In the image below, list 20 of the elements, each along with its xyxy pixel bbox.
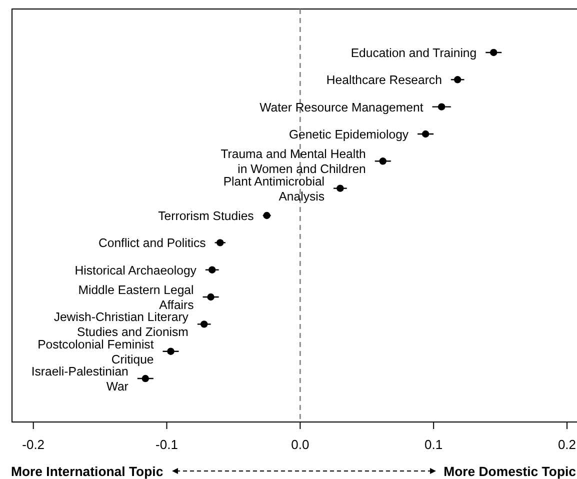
y-tick-label: Genetic Epidemiology bbox=[288, 127, 410, 142]
x-tick-label: 0.0 bbox=[291, 437, 310, 452]
y-tick-label: Israeli-Palestinian War bbox=[31, 364, 129, 394]
y-tick-label: Postcolonial Feminist Critique bbox=[38, 337, 154, 366]
y-tick-label: Conflict and Politics bbox=[98, 236, 206, 250]
x-tick-label: -0.2 bbox=[22, 437, 45, 452]
x-tick-label: 0.1 bbox=[424, 437, 443, 452]
y-tick-label: Healthcare Research bbox=[326, 73, 442, 88]
y-tick-label: Plant Antimicrobial Analysis bbox=[223, 174, 325, 204]
x-tick-label: -0.1 bbox=[156, 437, 178, 452]
y-tick-label: Trauma and Mental Health in Women and Children bbox=[220, 147, 366, 176]
y-tick-label: Jewish-Christian Literary Studies and Zionism bbox=[54, 310, 190, 340]
text: More Domestic Topic bbox=[444, 464, 576, 479]
x-tick-label: 0.2 bbox=[558, 437, 576, 452]
text: More International Topic bbox=[11, 464, 164, 479]
y-tick-label: Terrorism Studies bbox=[158, 209, 254, 223]
y-tick-label: Water Resource Management bbox=[260, 100, 424, 114]
y-tick-label: Historical Archaeology bbox=[74, 263, 198, 278]
y-tick-label: Education and Training bbox=[350, 46, 477, 60]
y-tick-label: Middle Eastern Legal Affairs bbox=[78, 283, 194, 312]
